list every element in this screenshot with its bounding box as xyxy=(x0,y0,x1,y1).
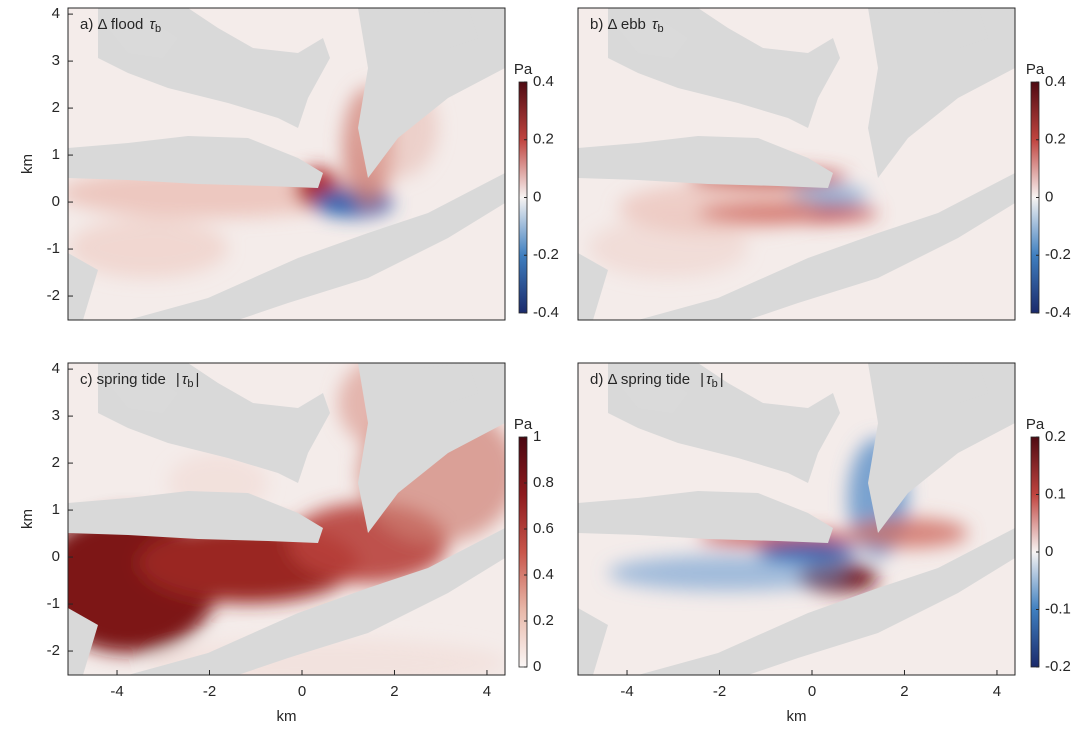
y-tick-label: 1 xyxy=(52,146,60,163)
y-tick-label: 3 xyxy=(52,52,60,69)
title-part: a) Δ flood xyxy=(80,16,143,33)
colorbar-tick-label: -0.4 xyxy=(533,304,559,321)
field-blob xyxy=(68,218,228,278)
y-tick-label: 2 xyxy=(52,454,60,471)
y-tick-label: -2 xyxy=(47,287,60,304)
y-tick-label: -1 xyxy=(47,595,60,612)
y-tick-label: 1 xyxy=(52,501,60,518)
title-part: b) Δ ebb xyxy=(590,16,646,33)
colorbar-label: Pa xyxy=(514,416,533,433)
colorbar-tick-label: -0.2 xyxy=(1045,658,1071,675)
title-part: τ xyxy=(149,16,156,33)
x-tick-label: 0 xyxy=(808,683,816,700)
colorbar xyxy=(518,436,528,668)
colorbar-tick-label: 0.2 xyxy=(533,612,554,629)
panel: d) Δ spring tide | τb |-4 -2 0 2 4km-0.2-0.100.… xyxy=(577,362,1071,725)
x-tick-label: -2 xyxy=(713,683,726,700)
y-axis-label: km xyxy=(19,154,36,174)
panel: c) spring tide | τb |-4 -2 0 2 4-2-101234kmkm00… xyxy=(19,360,554,725)
field xyxy=(68,8,505,320)
colorbar-tick-label: 0.4 xyxy=(533,566,554,583)
colorbar-label: Pa xyxy=(514,61,533,78)
colorbar-tick-label: 0.2 xyxy=(1045,428,1066,445)
colorbar-label: Pa xyxy=(1026,61,1045,78)
title-part: | xyxy=(700,371,704,388)
field xyxy=(68,363,505,675)
colorbar-tick-label: 0.2 xyxy=(1045,131,1066,148)
colorbar-tick-label: -0.2 xyxy=(1045,246,1071,263)
colorbar-tick-label: 0 xyxy=(1045,188,1053,205)
colorbar-tick-label: 0.8 xyxy=(533,474,554,491)
panel: b) Δ ebb τb -0.4 -0.2 0 0.2 0.4Pa xyxy=(577,7,1071,321)
field-blob xyxy=(608,555,848,591)
colorbar-tick-label: 0.6 xyxy=(533,520,554,537)
y-tick-label: 3 xyxy=(52,407,60,424)
y-tick-label: -1 xyxy=(47,240,60,257)
title-part: | xyxy=(720,371,724,388)
title-part: b xyxy=(187,378,193,390)
field xyxy=(578,8,1015,320)
title-part: c) spring tide xyxy=(80,371,166,388)
x-tick-label: 2 xyxy=(390,683,398,700)
colorbar-tick-label: 0.4 xyxy=(533,73,554,90)
panel-title: c) spring tide | τb | xyxy=(80,371,199,390)
axes-frame xyxy=(67,362,506,676)
title-part: b xyxy=(712,378,718,390)
x-axis-label: km xyxy=(277,708,297,725)
x-tick-label: -4 xyxy=(620,683,633,700)
y-axis-label: km xyxy=(19,509,36,529)
axes-frame xyxy=(577,7,1016,321)
x-tick-label: -4 xyxy=(110,683,123,700)
x-axis-label: km xyxy=(787,708,807,725)
panel: a) Δ flood τb -2 -1 0 1 2 3 4 km -0.4 -0.2 0 0.2 0.4Pa xyxy=(19,5,559,321)
x-tick-label: 4 xyxy=(483,683,491,700)
colorbar-tick-label: 1 xyxy=(533,428,541,445)
panel-title: b) Δ ebb τb xyxy=(590,16,664,35)
x-tick-label: 0 xyxy=(298,683,306,700)
title-part: τ xyxy=(182,371,189,388)
colorbar-label: Pa xyxy=(1026,416,1045,433)
field-blob xyxy=(848,518,968,548)
x-tick-label: -2 xyxy=(203,683,216,700)
colorbar-tick-label: -0.4 xyxy=(1045,304,1071,321)
y-tick-label: 0 xyxy=(52,548,60,565)
x-tick-label: 2 xyxy=(900,683,908,700)
field-blobs xyxy=(588,169,878,278)
y-tick-label: 4 xyxy=(52,360,60,377)
title-part: τ xyxy=(652,16,659,33)
field xyxy=(578,363,1015,675)
title-part: d) Δ spring tide xyxy=(590,371,690,388)
colorbar-tick-label: -0.2 xyxy=(533,246,559,263)
x-tick-label: 4 xyxy=(993,683,1001,700)
colorbar-tick-label: -0.1 xyxy=(1045,600,1071,617)
axes-frame xyxy=(67,7,506,321)
colorbar-tick-label: 0 xyxy=(1045,543,1053,560)
panel-title: a) Δ flood τb xyxy=(80,16,161,35)
panel-title: d) Δ spring tide | τb | xyxy=(590,371,724,390)
colorbar-tick-label: 0.1 xyxy=(1045,485,1066,502)
colorbar-tick-label: 0.2 xyxy=(533,131,554,148)
title-part: τ xyxy=(706,371,713,388)
title-part: b xyxy=(155,23,161,35)
field-blob xyxy=(588,218,748,278)
y-tick-label: 4 xyxy=(52,5,60,22)
title-part: b xyxy=(658,23,664,35)
y-tick-label: 2 xyxy=(52,99,60,116)
colorbar-tick-label: 0 xyxy=(533,188,541,205)
title-part: | xyxy=(176,371,180,388)
y-tick-label: 0 xyxy=(52,193,60,210)
title-part: | xyxy=(196,371,200,388)
y-tick-label: -2 xyxy=(47,642,60,659)
axes-frame xyxy=(577,362,1016,676)
colorbar-tick-label: 0 xyxy=(533,658,541,675)
colorbar-tick-label: 0.4 xyxy=(1045,73,1066,90)
